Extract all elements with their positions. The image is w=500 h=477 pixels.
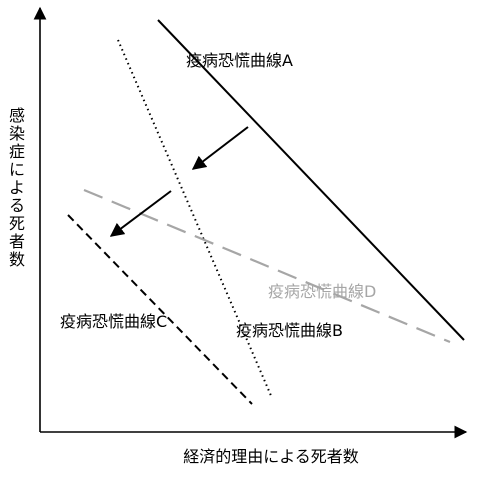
curve-d-label: 疫病恐慌曲線D <box>268 282 376 301</box>
y-axis-label-char: る <box>9 196 25 215</box>
y-axis-label-char: 者 <box>9 232 25 251</box>
y-axis-label-char: に <box>9 160 25 179</box>
shift-arrow-lower <box>109 190 172 237</box>
y-axis-label-char: 数 <box>9 250 25 269</box>
shift-arrow-upper <box>191 126 249 170</box>
curve-c-label: 疫病恐慌曲線C <box>60 312 167 331</box>
curve-c-line <box>67 214 253 405</box>
curve-a-line <box>157 19 465 341</box>
y-axis-label-char: 感 <box>9 106 25 125</box>
y-axis-label-char: よ <box>9 178 25 197</box>
curve-b-label: 疫病恐慌曲線B <box>236 321 343 340</box>
curve-b-line <box>117 39 273 399</box>
y-axis-label-char: 症 <box>9 142 25 161</box>
curve-a-label: 疫病恐慌曲線A <box>186 51 293 70</box>
x-axis-label: 経済的理由による死者数 <box>183 447 359 466</box>
y-axis-label-char: 死 <box>9 214 25 233</box>
curve-d-line <box>83 188 451 344</box>
y-axis-label-char: 染 <box>9 124 25 143</box>
